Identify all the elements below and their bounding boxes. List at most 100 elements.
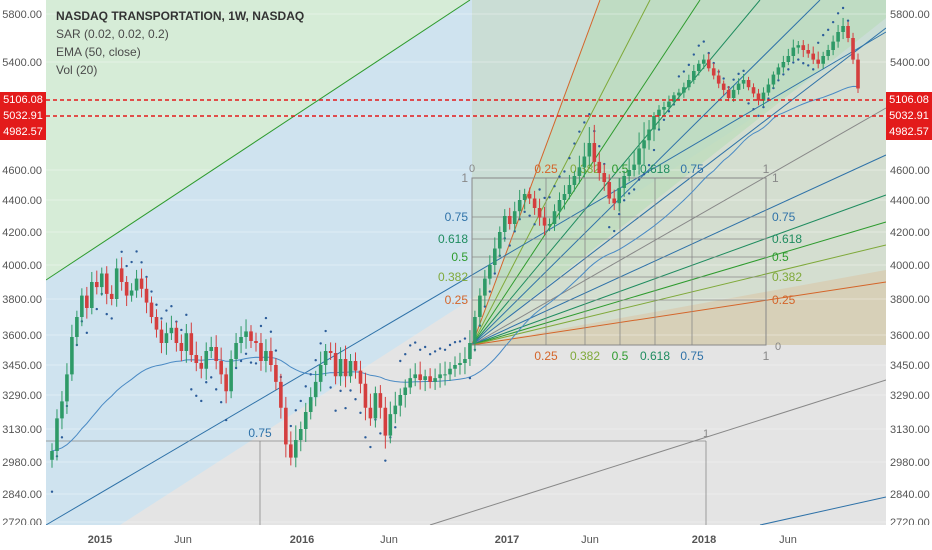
sar-dot-18 — [140, 261, 143, 264]
candle-body-14 — [119, 268, 124, 282]
candle-body-31 — [204, 351, 209, 369]
candle-body-153 — [811, 53, 816, 60]
price-tick-right-5: 4200.00 — [890, 227, 930, 239]
sar-dot-139 — [742, 69, 745, 73]
chart-legend: NASDAQ TRANSPORTATION, 1W, NASDAQ SAR (0… — [56, 7, 304, 79]
time-label-5: Jun — [581, 534, 599, 546]
candle-body-75 — [423, 376, 427, 380]
sar-dot-135 — [722, 77, 725, 80]
candle-body-59 — [343, 359, 348, 377]
fib-row-label-left-5: 0.25 — [445, 293, 469, 307]
sar-dot-154 — [816, 41, 820, 44]
fan-line-3 — [471, 0, 761, 346]
sar-dot-158 — [836, 12, 840, 15]
candle-body-12 — [109, 293, 114, 299]
sar-dot-49 — [294, 409, 297, 412]
time-label-3: Jun — [380, 534, 398, 546]
sar-dot-96 — [528, 214, 531, 217]
time-axis: 2015 Jun 2016 Jun 2017 Jun 2018 Jun — [0, 525, 932, 550]
candle-body-58 — [338, 359, 343, 377]
fan-line-11 — [471, 281, 887, 346]
candle-body-22 — [159, 329, 164, 343]
candle-body-54 — [318, 365, 323, 382]
candle-body-72 — [408, 378, 413, 388]
candle-body-141 — [751, 87, 756, 94]
fan-line-10 — [471, 244, 887, 346]
candle-body-18 — [139, 278, 144, 289]
price-tick-left-10: 3290.00 — [2, 390, 42, 402]
sar-dot-70 — [399, 359, 402, 363]
candle-body-78 — [438, 374, 442, 379]
candle-body-113 — [612, 198, 617, 204]
candle-body-120 — [647, 129, 651, 141]
channel-blue-low — [759, 496, 887, 526]
candle-body-64 — [368, 407, 373, 419]
candle-body-159 — [841, 26, 845, 32]
sar-dot-50 — [299, 399, 302, 403]
candle-body-87 — [483, 278, 487, 296]
candle-body-34 — [219, 361, 223, 375]
horizontal-levels[interactable] — [46, 99, 886, 117]
candle-body-154 — [816, 59, 820, 64]
candle-body-83 — [463, 359, 467, 363]
candle-body-3 — [65, 374, 69, 402]
candle-body-90 — [497, 232, 502, 249]
time-label-4: 2017 — [495, 534, 519, 546]
sar-dot-66 — [379, 432, 382, 435]
candle-body-111 — [602, 173, 607, 182]
candle-body-137 — [731, 89, 736, 98]
sar-dot-105 — [573, 142, 576, 145]
sar-dot-20 — [150, 290, 153, 293]
sar-dot-19 — [145, 275, 148, 279]
candle-body-21 — [154, 317, 159, 330]
sar-dot-75 — [423, 345, 427, 349]
zone-fan-upper — [472, 0, 886, 345]
sar-dot-153 — [812, 68, 815, 71]
sar-dot-21 — [155, 303, 158, 306]
candle-body-142 — [756, 93, 761, 101]
fib-lower-075: 0.75 — [248, 426, 272, 440]
sar-dot-56 — [329, 386, 332, 389]
candle-body-49 — [293, 440, 298, 458]
price-tick-right-11: 3130.00 — [890, 424, 930, 436]
price-tick-left-11: 3130.00 — [2, 424, 42, 436]
sar-dot-51 — [304, 385, 307, 388]
sar-dot-156 — [826, 28, 830, 32]
price-tick-right-4: 4400.00 — [890, 195, 930, 207]
candle-body-69 — [393, 405, 398, 415]
candle-body-130 — [696, 63, 701, 71]
ema-legend: EMA (50, close) — [56, 45, 141, 59]
sar-dot-113 — [613, 229, 616, 233]
candle-body-160 — [846, 26, 850, 38]
fib-col-label-top-5: 1 — [763, 162, 770, 176]
candle-body-149 — [791, 47, 796, 56]
candle-body-0 — [50, 451, 54, 460]
candle-body-70 — [398, 395, 403, 406]
time-label-6: 2018 — [692, 534, 716, 546]
sar-dot-54 — [319, 342, 322, 345]
candle-body-140 — [746, 80, 751, 88]
sar-dot-41 — [254, 362, 258, 365]
sar-dot-39 — [244, 352, 248, 355]
candle-body-65 — [373, 393, 378, 419]
sar-dot-45 — [274, 349, 278, 352]
sar-dot-83 — [463, 337, 467, 340]
candle-body-47 — [284, 407, 288, 445]
candle-body-112 — [607, 182, 612, 199]
sar-dot-17 — [135, 250, 138, 253]
candle-body-103 — [562, 194, 567, 200]
sar-dot-81 — [453, 341, 457, 344]
candle-body-121 — [652, 116, 656, 130]
candle-body-55 — [323, 351, 328, 365]
sar-dot-88 — [488, 290, 492, 293]
candle-body-50 — [298, 429, 303, 440]
price-tick-right-9: 3450.00 — [890, 360, 930, 372]
candle-body-129 — [692, 71, 696, 80]
price-tick-left-8: 3600.00 — [2, 330, 42, 342]
candle-body-89 — [493, 248, 497, 265]
candle-body-84 — [468, 343, 472, 359]
fib-row-label-right-5: 0.25 — [772, 293, 796, 307]
candle-body-37 — [234, 343, 238, 359]
candle-body-23 — [164, 333, 169, 343]
